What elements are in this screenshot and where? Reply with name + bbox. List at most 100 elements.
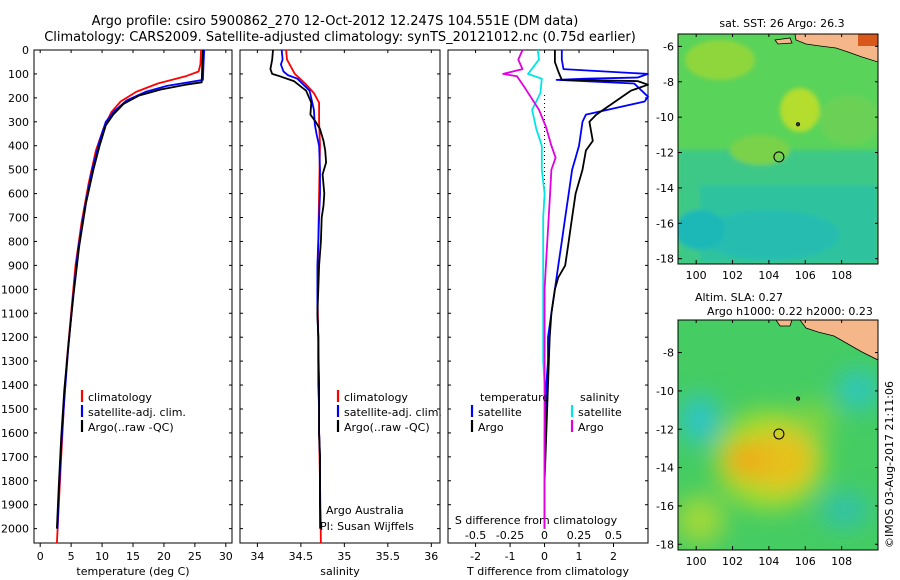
temperature-panel: 0 5 10 15 20 25 30 temperature (deg C) 0 100 200 30… (1, 44, 233, 578)
salinity-xtick-label: 36 (424, 550, 438, 563)
sst_map-ytick-label: -14 (656, 182, 674, 195)
temperature-ytick-label: 500 (8, 164, 29, 177)
temperature-ytick-label: 1400 (1, 379, 29, 392)
difference-xtick-label: 2 (610, 550, 617, 563)
difference-s-xtick-label: 0.25 (567, 529, 592, 542)
sla_map-ytick-label: -10 (656, 385, 674, 398)
sst_map-xtick-label: 102 (722, 269, 743, 282)
difference-xtick-label: 1 (576, 550, 583, 563)
temperature-xtick-label: 0 (37, 550, 44, 563)
temperature-xtick-label: 5 (68, 550, 75, 563)
difference-xtick-label: -1 (505, 550, 516, 563)
salinity-xlabel: salinity (320, 565, 360, 578)
temperature-ytick-label: 1200 (1, 331, 29, 344)
sla_map-xtick-label: 106 (795, 555, 816, 568)
salinity-legend-label: Argo(..raw -QC) (344, 421, 430, 434)
difference-s-xtick-label: 0 (541, 529, 548, 542)
sla_map-ytick-label: -8 (663, 347, 674, 360)
difference-series-s-argo (502, 49, 557, 529)
sst_map-ytick-label: -18 (656, 253, 674, 266)
sst_map-ytick-label: -16 (656, 217, 674, 230)
temperature-ytick-label: 1300 (1, 355, 29, 368)
sla-map-panel: Altim. SLA: 0.27 Argo h1000: 0.22 h2000:… (656, 291, 879, 568)
sla_map-ytick-label: -14 (656, 462, 674, 475)
temperature-legend-label: climatology (88, 391, 152, 404)
sst_map-xtick-label: 100 (686, 269, 707, 282)
temperature-series-satellite-adj-clim- (56, 49, 206, 529)
sla-land-sumatra (775, 320, 793, 327)
sla_map-ytick-label: -16 (656, 500, 674, 513)
temperature-xlabel: temperature (deg C) (76, 565, 189, 578)
difference-panel: -2 -1 0 1 2 T difference from climatology S di… (447, 49, 649, 578)
sst_map-ytick-label: -8 (663, 76, 674, 89)
sst-land-java (794, 34, 878, 63)
temperature-ytick-label: 100 (8, 68, 29, 81)
salinity-annotation-line1: Argo Australia (326, 504, 404, 517)
temperature-ytick-label: 600 (8, 188, 29, 201)
salinity-xtick-label: 34.5 (289, 550, 314, 563)
sst-map-frame (677, 33, 879, 265)
credit-text: ©IMOS 03-Aug-2017 21:11:06 (883, 381, 896, 548)
sst_map-ytick-label: -12 (656, 147, 674, 160)
temperature-ytick-label: 1900 (1, 499, 29, 512)
difference-xtick-label: 0 (541, 550, 548, 563)
sla_map-xtick-label: 104 (758, 555, 779, 568)
difference-xlabel: T difference from climatology (466, 565, 629, 578)
figure-title-line1: Argo profile: csiro 5900862_270 12-Oct-2… (92, 14, 579, 29)
difference-xlabel-top: S difference from climatology (455, 514, 618, 527)
temperature-xtick-label: 30 (219, 550, 233, 563)
salinity-annotation-line2: PI: Susan Wijffels (320, 520, 414, 533)
salinity-xtick-label: 35.5 (376, 550, 401, 563)
temperature-frame (33, 49, 233, 544)
temperature-ytick-label: 200 (8, 92, 29, 105)
difference-series-t-argo (543, 50, 649, 529)
difference-legend-title-temperature: temperature (480, 391, 549, 404)
sla_map-float-marker (795, 396, 801, 401)
temperature-ytick-label: 1700 (1, 451, 29, 464)
temperature-xtick-label: 25 (188, 550, 202, 563)
sla_map-argo-position-marker (773, 428, 785, 440)
temperature-series-climatology (56, 49, 202, 544)
sst_map-xtick-label: 106 (795, 269, 816, 282)
salinity-frame (239, 49, 441, 544)
temperature-ytick-label: 0 (22, 44, 29, 57)
sst_map-ytick-label: -10 (656, 111, 674, 124)
temperature-ytick-label: 1600 (1, 427, 29, 440)
sla-map-frame (677, 319, 879, 551)
salinity-series-satellite-adj-clim- (280, 49, 321, 529)
salinity-xtick-label: 34 (250, 550, 264, 563)
salinity-legend-label: climatology (344, 391, 408, 404)
difference-legend-label: Argo (478, 421, 504, 434)
difference-legend-title-salinity: salinity (580, 391, 620, 404)
sla-map-title-line2: Argo h1000: 0.22 h2000: 0.23 (707, 305, 873, 318)
temperature-series-argo (56, 49, 204, 529)
difference-series-t-satellite (543, 50, 649, 529)
temperature-ytick-label: 2000 (1, 523, 29, 536)
temperature-ytick-label: 1800 (1, 475, 29, 488)
sla-map-title-line1: Altim. SLA: 0.27 (695, 291, 783, 304)
difference-s-xtick-label: 0.5 (605, 529, 623, 542)
temperature-legend-label: satellite-adj. clim. (88, 406, 186, 419)
salinity-legend-label: satellite-adj. clim. (344, 406, 442, 419)
temperature-ytick-label: 700 (8, 212, 29, 225)
temperature-ytick-label: 400 (8, 140, 29, 153)
temperature-ytick-label: 300 (8, 116, 29, 129)
difference-legend-label: Argo (578, 421, 604, 434)
difference-series-s-satellite (527, 49, 546, 529)
sla-field (678, 370, 878, 545)
temperature-legend-label: Argo(..raw -QC) (88, 421, 174, 434)
difference-s-xtick-label: -0.5 (465, 529, 486, 542)
sla_map-ytick-label: -18 (656, 538, 674, 551)
difference-s-xtick-label: -0.25 (496, 529, 524, 542)
sla_map-xtick-label: 102 (722, 555, 743, 568)
sla-land-java (799, 320, 878, 361)
temperature-ytick-label: 1500 (1, 403, 29, 416)
difference-frame (447, 49, 649, 544)
temperature-ytick-label: 900 (8, 259, 29, 272)
sst-map-title: sat. SST: 26 Argo: 26.3 (719, 17, 844, 30)
temperature-xtick-label: 10 (95, 550, 109, 563)
temperature-xtick-label: 20 (157, 550, 171, 563)
sst-field (678, 40, 878, 264)
temperature-xtick-label: 15 (126, 550, 140, 563)
